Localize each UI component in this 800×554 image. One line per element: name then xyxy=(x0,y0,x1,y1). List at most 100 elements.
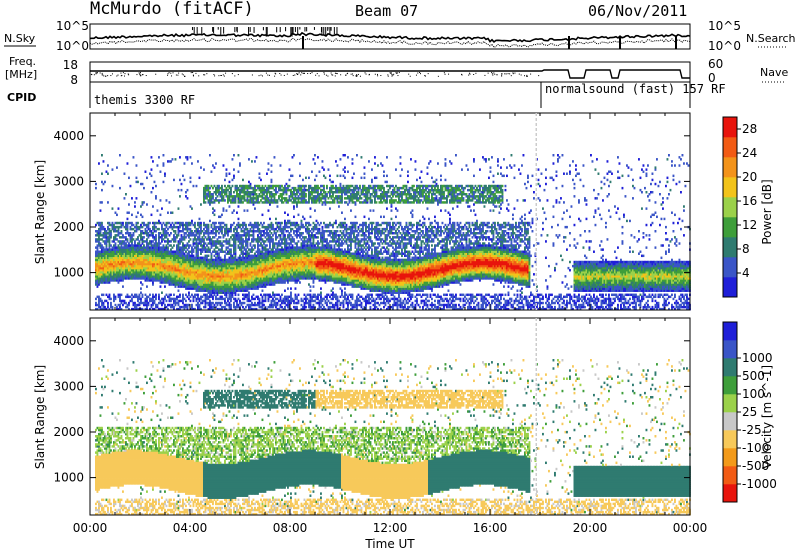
nave-dot xyxy=(102,74,103,75)
nave-dot xyxy=(105,76,106,77)
power-cell xyxy=(106,242,108,244)
power-cell xyxy=(101,201,103,203)
nave-dot xyxy=(238,74,239,75)
power-cell xyxy=(115,242,117,244)
power-cell xyxy=(254,298,256,300)
power-cell xyxy=(235,251,237,253)
nave-dot xyxy=(296,73,297,74)
nave-dot xyxy=(124,76,125,77)
power-cell xyxy=(160,232,162,234)
power-cell xyxy=(286,238,288,240)
nave-dot xyxy=(526,75,527,76)
power-cell xyxy=(158,156,160,158)
power-cell xyxy=(175,285,177,287)
power-cell xyxy=(112,168,114,170)
power-cell xyxy=(235,294,237,296)
power-cell xyxy=(152,281,154,283)
power-cell xyxy=(170,232,172,234)
power-cell xyxy=(224,179,226,181)
power-cell xyxy=(265,298,267,300)
power-cell xyxy=(161,292,163,294)
power-cell xyxy=(226,191,228,193)
power-cell xyxy=(133,234,135,236)
power-cell xyxy=(107,302,109,304)
power-cell xyxy=(244,195,246,197)
nave-dot xyxy=(206,73,207,74)
power-cell xyxy=(122,285,124,287)
power-cell xyxy=(265,285,267,287)
power-cell xyxy=(229,238,231,240)
nave-dot xyxy=(300,74,301,75)
power-cell xyxy=(109,228,111,230)
nave-dot xyxy=(353,75,354,76)
nave-dot xyxy=(494,74,495,75)
nave-dot xyxy=(331,72,332,73)
power-cell xyxy=(233,222,235,224)
power-cell xyxy=(298,302,300,304)
power-cell xyxy=(148,302,150,304)
power-cell xyxy=(242,179,244,181)
power-cell xyxy=(244,298,246,300)
nave-dot xyxy=(469,73,470,74)
power-cell xyxy=(233,302,235,304)
power-cell xyxy=(155,294,157,296)
power-cell xyxy=(253,234,255,236)
power-cell xyxy=(155,238,157,240)
nave-dot xyxy=(267,75,268,76)
power-cell xyxy=(298,300,300,302)
power-cell xyxy=(296,242,298,244)
power-cell xyxy=(100,230,102,232)
power-cell xyxy=(232,158,234,160)
power-cell xyxy=(181,183,183,185)
power-cell xyxy=(170,244,172,246)
power-cell xyxy=(200,203,202,205)
nave-dot xyxy=(173,72,174,73)
power-cell xyxy=(289,168,291,170)
power-cell xyxy=(196,185,198,187)
power-cell xyxy=(101,181,103,183)
power-cell xyxy=(221,185,223,187)
nave-dot xyxy=(315,75,316,76)
power-cell xyxy=(268,168,270,170)
nave-dot xyxy=(213,74,214,75)
nave-dot xyxy=(340,74,341,75)
power-cell xyxy=(259,248,261,250)
power-cell xyxy=(203,168,205,170)
power-cell xyxy=(286,191,288,193)
nave-dot xyxy=(234,75,235,76)
power-cell xyxy=(229,185,231,187)
power-cell xyxy=(253,294,255,296)
power-cell xyxy=(238,205,240,207)
power-cell xyxy=(115,304,117,306)
power-cell xyxy=(109,238,111,240)
nave-dot xyxy=(419,72,420,73)
nsky-tick-top: 10^5 xyxy=(56,19,89,33)
nave-dot xyxy=(521,75,522,76)
power-cell xyxy=(292,228,294,230)
power-cell xyxy=(239,162,241,164)
power-cell xyxy=(214,214,216,216)
power-cell xyxy=(199,218,201,220)
nave-dot xyxy=(203,74,204,75)
nave-dot xyxy=(193,75,194,76)
power-cell xyxy=(121,294,123,296)
nave-dot xyxy=(337,73,338,74)
power-cell xyxy=(214,209,216,211)
power-cell xyxy=(136,197,138,199)
power-cell xyxy=(247,228,249,230)
power-cell xyxy=(155,230,157,232)
nave-dot xyxy=(259,75,260,76)
power-cell xyxy=(229,205,231,207)
nave-dot xyxy=(366,74,367,75)
power-cell xyxy=(160,242,162,244)
power-cell xyxy=(188,246,190,248)
power-cell xyxy=(116,166,118,168)
freq-label-2: [MHz] xyxy=(5,68,37,81)
power-cell xyxy=(277,302,279,304)
power-cell xyxy=(193,251,195,253)
power-cell xyxy=(256,193,258,195)
power-cell xyxy=(157,164,159,166)
power-cell xyxy=(236,212,238,214)
power-cell xyxy=(172,158,174,160)
power-cell xyxy=(277,230,279,232)
